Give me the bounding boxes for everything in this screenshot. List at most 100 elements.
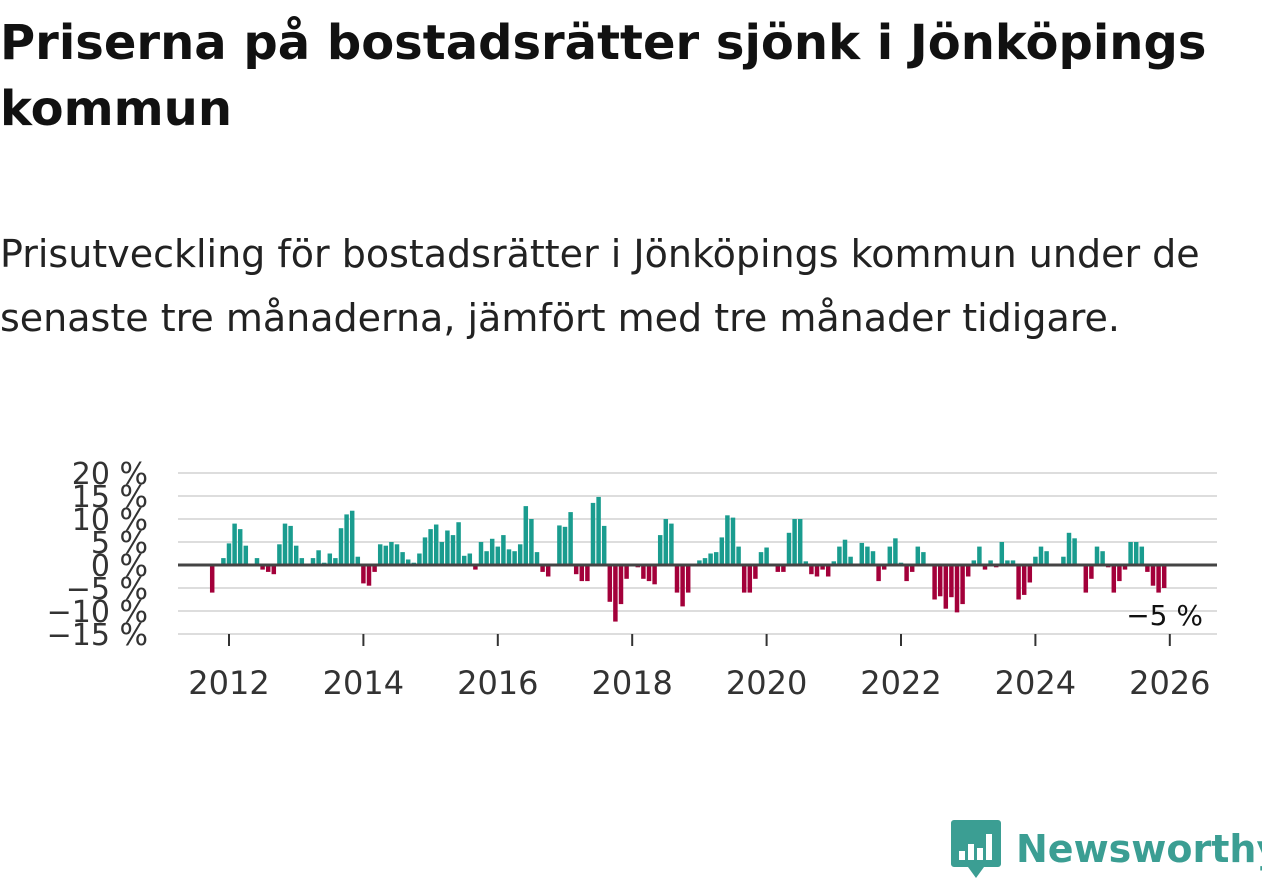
bar [456, 522, 461, 565]
bars [209, 496, 1167, 622]
bar [579, 565, 585, 582]
bar [260, 565, 265, 570]
bar [758, 552, 764, 565]
bar [719, 537, 725, 565]
y-tick-label: 10 % [72, 503, 148, 538]
bar [473, 565, 478, 570]
bar [725, 515, 730, 565]
bar [674, 565, 680, 593]
bar [775, 565, 781, 572]
bar [859, 542, 865, 565]
bar [881, 565, 887, 570]
bar [439, 542, 445, 565]
bar [232, 523, 237, 565]
bar [495, 546, 501, 565]
bar [865, 546, 870, 565]
bar [904, 565, 909, 582]
bar [523, 506, 529, 565]
bar [361, 565, 366, 584]
bar [254, 558, 260, 565]
bar [932, 565, 937, 600]
bar [876, 565, 881, 582]
bar [1033, 556, 1038, 565]
bar [568, 512, 573, 565]
x-tick-label: 2024 [995, 664, 1076, 700]
bar [685, 565, 691, 593]
bar [1133, 542, 1139, 565]
bar [377, 544, 383, 565]
bar [909, 565, 915, 572]
y-tick-label: 5 % [91, 526, 148, 561]
x-tick-label: 2022 [860, 664, 941, 700]
bar [484, 551, 489, 565]
bar [1111, 565, 1117, 593]
bar [422, 537, 428, 565]
bar [282, 523, 288, 565]
bar [977, 546, 982, 565]
newsworthy-brand: Newsworthy [950, 818, 1262, 880]
bar [226, 543, 232, 565]
chart-subtitle: Prisutveckling för bostadsrätter i Jönkö… [0, 232, 1200, 340]
bar [646, 565, 652, 582]
bar [1117, 565, 1122, 582]
bar [545, 565, 551, 577]
brand-name: Newsworthy [1016, 827, 1262, 871]
bar [1044, 551, 1049, 565]
bar [417, 553, 422, 565]
bar [517, 544, 523, 565]
bar [1150, 565, 1156, 586]
x-tick-label: 2020 [726, 664, 807, 700]
bar [1100, 551, 1105, 565]
bar [988, 560, 993, 565]
bar [338, 528, 344, 565]
bar [501, 535, 506, 565]
bar [209, 565, 215, 593]
bar [809, 565, 814, 575]
bar [669, 523, 674, 565]
bar [697, 560, 702, 565]
bar [702, 558, 708, 565]
bar [237, 529, 243, 565]
bar [433, 524, 439, 565]
x-tick-label: 2018 [591, 664, 672, 700]
y-tick-label: −10 % [47, 595, 148, 630]
bar [607, 565, 613, 602]
bar [741, 565, 747, 593]
bar [1061, 556, 1066, 565]
bar [461, 555, 467, 565]
newsworthy-logo-icon [951, 820, 1001, 878]
bar [1161, 565, 1167, 588]
bar [825, 565, 831, 577]
bar [792, 519, 797, 565]
bar [713, 552, 719, 565]
bar [949, 565, 954, 598]
bar [657, 535, 663, 565]
bar [596, 496, 601, 565]
bar [506, 549, 512, 565]
bar [512, 551, 517, 565]
bar [1128, 542, 1133, 565]
x-tick-label: 2012 [188, 664, 269, 700]
chart-title: Priserna på bostadsrätter sjönk i Jönköp… [0, 15, 1207, 137]
bar [730, 517, 736, 565]
bar [1139, 546, 1145, 565]
bar [1156, 565, 1161, 593]
bar [652, 565, 657, 585]
bar [1094, 546, 1100, 565]
bar [915, 546, 921, 565]
bar [389, 542, 394, 565]
bar [288, 525, 293, 565]
y-tick-label: 0 % [91, 549, 148, 584]
bar [562, 526, 568, 565]
bar [960, 565, 965, 605]
bar [831, 561, 837, 565]
y-tick-label: 20 % [72, 457, 148, 492]
bar [333, 558, 338, 565]
bar [1145, 565, 1150, 572]
bar [355, 556, 361, 565]
bar [428, 529, 433, 565]
bar [747, 565, 753, 593]
bar [445, 530, 450, 565]
x-tick-label: 2016 [457, 664, 538, 700]
bar [394, 544, 400, 565]
